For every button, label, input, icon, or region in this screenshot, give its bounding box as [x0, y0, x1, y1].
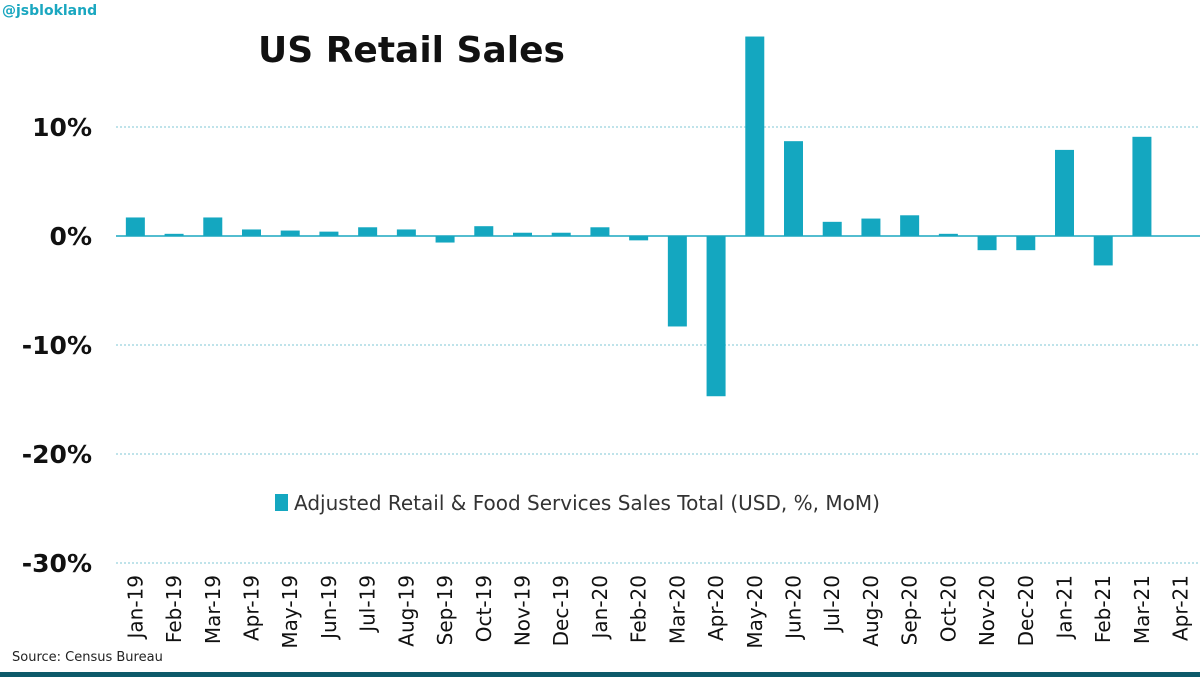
- source-note: Source: Census Bureau: [12, 650, 163, 665]
- bar: [474, 226, 494, 236]
- x-tick-label: Jun-20: [782, 575, 806, 641]
- x-tick-label: Mar-19: [201, 575, 225, 644]
- x-tick-label: Mar-20: [665, 575, 689, 644]
- bars: [125, 36, 1152, 397]
- x-tick-label: Feb-21: [1091, 575, 1115, 643]
- bar: [745, 36, 765, 236]
- bar: [1016, 236, 1036, 251]
- x-tick-label: May-20: [743, 575, 767, 649]
- x-tick-label: Feb-20: [627, 575, 651, 643]
- y-tick-label: 10%: [32, 113, 92, 142]
- bar: [1093, 236, 1113, 266]
- bar: [125, 217, 145, 236]
- y-tick-label: -20%: [22, 440, 92, 469]
- bar: [396, 229, 416, 236]
- x-tick-label: Jul-19: [356, 575, 380, 634]
- y-tick-label: -10%: [22, 331, 92, 360]
- author-handle: @jsblokland: [2, 3, 98, 19]
- bar: [667, 236, 687, 327]
- x-tick-label: Jan-21: [1053, 575, 1077, 641]
- bar: [319, 231, 339, 236]
- legend: Adjusted Retail & Food Services Sales To…: [275, 491, 880, 515]
- x-tick-label: Jul-20: [820, 575, 844, 634]
- bar: [513, 232, 532, 236]
- x-tick-label: Apr-21: [1169, 575, 1193, 641]
- x-tick-label: Sep-19: [433, 575, 457, 645]
- bar: [861, 218, 881, 236]
- x-tick-label: Apr-19: [240, 575, 264, 641]
- y-tick-label: -30%: [22, 549, 92, 578]
- bar: [706, 236, 726, 397]
- bar: [1132, 136, 1152, 236]
- grid-lines: [116, 126, 1200, 564]
- x-axis-ticks: Jan-19 Feb-19 Mar-19 Apr-19 May-19 Jun-19 Jul-…: [123, 575, 1192, 649]
- x-tick-label: Jan-19: [123, 575, 147, 641]
- y-axis-ticks: 10% 0% -10% -20% -30%: [22, 113, 92, 578]
- bar: [203, 217, 223, 236]
- x-tick-label: Aug-19: [394, 575, 418, 647]
- footer-rule: [0, 672, 1200, 677]
- bar: [1055, 149, 1074, 236]
- bar: [242, 229, 261, 236]
- x-tick-label: Oct-20: [936, 575, 960, 642]
- x-tick-label: Nov-20: [975, 575, 999, 646]
- x-tick-label: Jun-19: [317, 575, 341, 641]
- chart-title: US Retail Sales: [258, 30, 565, 71]
- bar: [900, 215, 920, 236]
- x-tick-label: Aug-20: [859, 575, 883, 647]
- x-tick-label: Dec-20: [1014, 575, 1038, 646]
- x-tick-label: Nov-19: [511, 575, 535, 646]
- bar: [977, 236, 997, 251]
- legend-label: Adjusted Retail & Food Services Sales To…: [294, 491, 880, 515]
- bar: [822, 221, 842, 236]
- bar: [551, 232, 571, 236]
- x-tick-label: Jan-20: [588, 575, 612, 641]
- x-tick-label: Mar-21: [1130, 575, 1154, 644]
- bar: [358, 227, 378, 236]
- x-tick-label: Feb-19: [162, 575, 186, 643]
- x-tick-label: Dec-19: [549, 575, 573, 646]
- bar: [629, 236, 649, 241]
- bar: [280, 230, 300, 236]
- legend-swatch: [275, 494, 288, 511]
- x-tick-label: Oct-19: [472, 575, 496, 642]
- y-tick-label: 0%: [50, 222, 92, 251]
- x-tick-label: Sep-20: [898, 575, 922, 645]
- bar: [164, 233, 184, 236]
- bar: [938, 233, 958, 236]
- bar: [784, 141, 803, 236]
- x-tick-label: Apr-20: [704, 575, 728, 641]
- x-tick-label: May-19: [278, 575, 302, 649]
- bar: [435, 236, 455, 243]
- bar: [590, 227, 610, 236]
